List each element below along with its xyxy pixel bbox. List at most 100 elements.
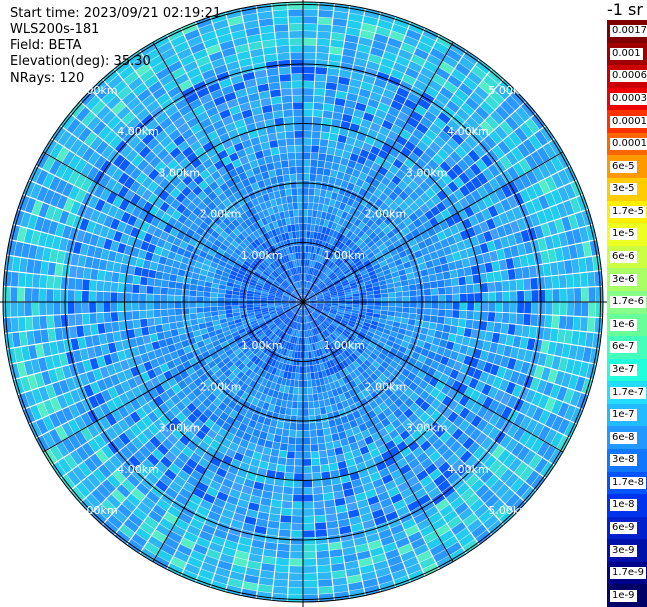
ray-gate xyxy=(85,256,94,268)
ray-gate xyxy=(434,265,442,273)
ray-gate xyxy=(125,293,132,302)
ray-gate xyxy=(309,181,315,188)
ray-gate xyxy=(427,329,435,337)
ray-gate xyxy=(413,326,421,333)
ray-gate xyxy=(585,332,594,347)
ray-gate xyxy=(278,60,290,68)
ray-gate xyxy=(139,285,146,293)
ray-gate xyxy=(203,302,210,307)
ray-gate xyxy=(492,333,500,344)
ray-gate xyxy=(133,320,141,329)
ray-gate xyxy=(316,60,328,68)
ray-gate xyxy=(328,177,335,185)
ray-gate xyxy=(11,303,18,317)
ray-gate xyxy=(311,217,316,224)
ray-gate xyxy=(459,311,466,319)
ray-gate xyxy=(61,315,69,327)
ray-gate xyxy=(280,153,288,161)
ray-gate xyxy=(303,145,311,152)
ray-gate xyxy=(264,542,277,550)
ray-gate xyxy=(298,345,301,352)
ray-gate xyxy=(253,304,260,307)
ray-gate xyxy=(424,289,431,296)
ray-gate xyxy=(321,471,330,479)
ray-gate xyxy=(291,530,302,537)
ray-gate xyxy=(61,290,68,302)
ray-gate xyxy=(19,258,27,272)
ray-gate xyxy=(134,328,142,337)
ray-gate xyxy=(11,272,19,286)
ray-gate xyxy=(457,268,465,277)
ray-gate xyxy=(18,288,25,302)
ray-gate xyxy=(327,68,339,76)
ray-gate xyxy=(182,296,189,302)
ray-gate xyxy=(267,68,279,76)
ray-gate xyxy=(581,288,588,302)
ray-gate xyxy=(279,67,291,75)
ray-gate xyxy=(452,310,459,318)
ray-gate xyxy=(360,302,367,305)
ray-gate xyxy=(517,291,524,302)
ray-gate xyxy=(313,117,322,124)
ray-gate xyxy=(508,269,516,280)
ray-gate xyxy=(232,302,239,305)
ray-gate xyxy=(304,587,318,594)
ray-gate xyxy=(464,328,472,337)
ray-gate xyxy=(303,152,310,159)
ray-gate xyxy=(281,197,287,205)
ray-gate xyxy=(334,105,345,113)
ray-gate xyxy=(263,447,272,455)
ray-gate xyxy=(132,284,139,293)
ray-gate xyxy=(169,274,177,281)
ray-gate xyxy=(89,291,96,301)
ray-gate xyxy=(305,345,308,352)
ray-gate xyxy=(319,3,334,11)
ray-gate xyxy=(303,202,308,209)
ray-gate xyxy=(546,289,553,301)
ray-gate xyxy=(105,323,113,333)
ray-gate xyxy=(417,302,424,308)
ray-gate xyxy=(296,430,303,437)
ray-gate xyxy=(295,224,299,231)
ray-gate xyxy=(314,196,320,203)
ray-gate xyxy=(111,292,118,301)
ray-gate xyxy=(307,224,311,231)
ray-gate xyxy=(559,316,567,329)
ray-gate xyxy=(536,265,544,277)
ray-gate xyxy=(317,436,325,444)
ray-gate xyxy=(303,438,310,445)
ray-gate xyxy=(307,217,311,224)
ray-gate xyxy=(191,319,199,325)
ray-gate xyxy=(89,302,96,312)
ray-gate xyxy=(41,329,49,342)
ray-gate xyxy=(282,429,289,437)
ray-gate xyxy=(204,287,211,292)
ray-gate xyxy=(290,559,303,566)
ray-gate xyxy=(516,314,524,325)
ray-gate xyxy=(239,295,246,298)
ray-gate xyxy=(218,289,225,294)
ray-gate xyxy=(420,269,428,276)
ray-gate xyxy=(271,449,279,457)
ray-gate xyxy=(303,160,310,167)
ray-gate xyxy=(155,325,163,333)
ray-gate xyxy=(367,309,374,313)
ray-gate xyxy=(315,522,326,530)
ray-gate xyxy=(280,190,286,198)
ray-gate xyxy=(246,296,253,299)
ray-gate xyxy=(291,537,303,544)
ray-gate xyxy=(218,302,225,306)
ray-gate xyxy=(275,565,288,573)
ray-gate xyxy=(381,310,388,315)
ray-gate xyxy=(485,331,493,341)
ray-gate xyxy=(198,318,206,324)
ray-gate xyxy=(303,95,313,102)
ray-gate xyxy=(326,82,337,90)
ray-gate xyxy=(292,523,303,530)
ray-gate xyxy=(165,337,173,345)
ray-gate xyxy=(381,302,388,306)
ray-gate xyxy=(275,31,288,39)
ray-gate xyxy=(316,175,323,182)
ray-gate xyxy=(150,262,158,271)
ray-gate xyxy=(303,74,314,81)
